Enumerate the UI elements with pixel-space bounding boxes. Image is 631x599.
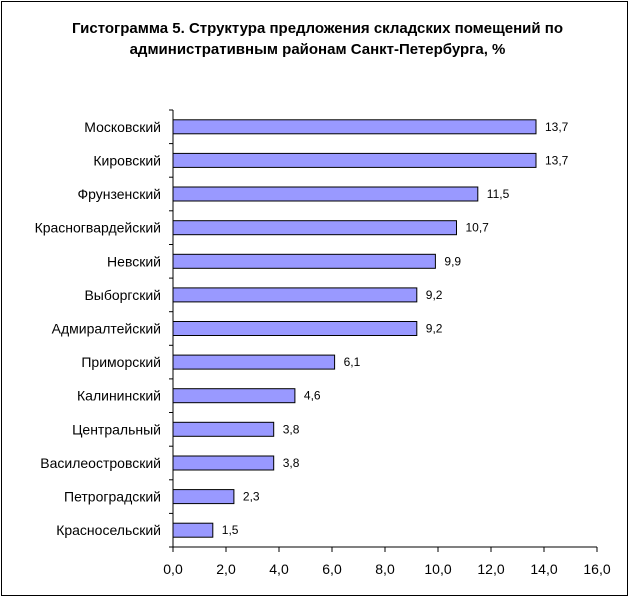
data-label: 11,5 <box>487 187 510 201</box>
bar <box>172 388 296 404</box>
bar <box>172 321 418 336</box>
x-tick-label: 16,0 <box>583 561 610 577</box>
data-label: 13,7 <box>545 120 569 134</box>
bar <box>172 522 214 538</box>
bar <box>172 354 336 370</box>
x-tick-label: 14,0 <box>530 561 557 577</box>
data-label: 9,2 <box>426 322 443 336</box>
data-label: 10,7 <box>466 221 490 235</box>
data-label: 13,7 <box>545 153 569 167</box>
category-label: Красносельский <box>56 522 161 538</box>
data-label: 4,6 <box>304 389 321 403</box>
data-label: 9,9 <box>444 254 461 268</box>
category-label: Выборгский <box>84 287 161 303</box>
category-label: Московский <box>84 119 161 135</box>
data-label: 9,2 <box>426 288 443 302</box>
data-label: 3,8 <box>283 456 300 470</box>
category-label: Адмиралтейский <box>52 321 161 337</box>
x-tick-label: 0,0 <box>163 561 183 577</box>
bar <box>172 220 457 236</box>
category-label: Невский <box>107 253 161 269</box>
bar <box>172 186 479 202</box>
data-label: 6,1 <box>344 355 361 369</box>
bar <box>172 152 537 168</box>
data-label: 1,5 <box>222 523 239 537</box>
category-label: Кировский <box>93 152 161 168</box>
x-tick-label: 4,0 <box>269 561 289 577</box>
bar <box>172 287 418 303</box>
x-tick-label: 8,0 <box>375 561 395 577</box>
data-label: 3,8 <box>283 422 300 436</box>
x-tick-label: 2,0 <box>216 561 236 577</box>
chart-title: Гистограмма 5. Структура предложения скл… <box>72 20 563 58</box>
x-tick-label: 10,0 <box>424 561 451 577</box>
category-label: Приморский <box>81 354 161 370</box>
category-label: Центральный <box>72 421 161 437</box>
bar <box>172 455 275 471</box>
category-label: Василеостровский <box>40 455 161 471</box>
category-label: Фрунзенский <box>77 186 161 202</box>
category-label: Петроградский <box>64 489 161 505</box>
bar <box>172 119 537 135</box>
data-label: 2,3 <box>243 490 260 504</box>
category-label: Красногвардейский <box>35 220 161 236</box>
bar <box>172 253 436 269</box>
bar <box>172 421 275 437</box>
bar <box>172 489 235 505</box>
x-tick-label: 12,0 <box>477 561 504 577</box>
x-tick-label: 6,0 <box>322 561 342 577</box>
category-label: Калининский <box>77 388 161 404</box>
